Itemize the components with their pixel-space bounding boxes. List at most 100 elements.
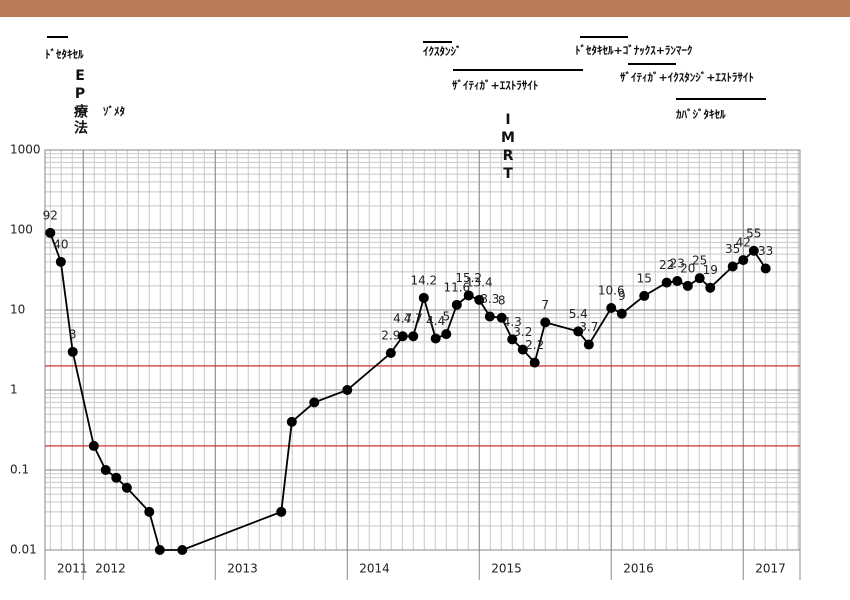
y-tick-label: 100 bbox=[10, 223, 33, 237]
data-point bbox=[573, 326, 584, 337]
data-point bbox=[639, 290, 650, 301]
data-point bbox=[484, 311, 495, 322]
data-point bbox=[385, 348, 396, 359]
data-label: 3.2 bbox=[513, 325, 532, 339]
data-point bbox=[661, 277, 672, 288]
data-label: 2.9 bbox=[381, 329, 400, 343]
annotation: ｻﾞｲﾃｨｶﾞ+ｴｽﾄﾗｻｲﾄ bbox=[452, 79, 539, 92]
annotation: IMRT bbox=[500, 112, 516, 184]
data-label: 4.7 bbox=[404, 312, 423, 326]
data-label: 5 bbox=[442, 310, 450, 324]
data-label: 23 bbox=[670, 257, 685, 271]
top-band bbox=[0, 0, 850, 17]
data-point bbox=[276, 506, 287, 517]
x-tick-label: 2015 bbox=[491, 562, 522, 576]
data-point bbox=[748, 245, 759, 256]
data-point bbox=[583, 339, 594, 350]
data-point bbox=[342, 385, 353, 395]
x-tick-label: 2016 bbox=[623, 562, 654, 576]
data-label: 7 bbox=[541, 298, 549, 312]
data-point bbox=[418, 292, 429, 303]
annotation: ｻﾞｲﾃｨｶﾞ+ｲｸｽﾀﾝｼﾞ+ｴｽﾄﾗｻｲﾄ bbox=[620, 71, 754, 84]
data-point bbox=[738, 255, 749, 266]
data-point bbox=[682, 280, 693, 291]
data-label: 4.7 bbox=[393, 312, 412, 326]
data-label: 33 bbox=[758, 244, 773, 258]
data-label: 22 bbox=[659, 258, 674, 272]
data-label: 13.4 bbox=[466, 275, 493, 289]
data-point bbox=[727, 261, 738, 272]
data-point bbox=[408, 331, 419, 342]
data-label: 15.2 bbox=[455, 271, 482, 285]
data-label: 35 bbox=[725, 242, 740, 256]
plot-area bbox=[44, 149, 801, 551]
data-label: 3.7 bbox=[579, 320, 598, 334]
data-point bbox=[540, 317, 551, 328]
data-label: 2.2 bbox=[525, 338, 544, 352]
x-tick-label: 2012 bbox=[95, 562, 126, 576]
data-point bbox=[397, 331, 408, 342]
data-label: 9 bbox=[618, 289, 626, 303]
data-point bbox=[474, 294, 485, 305]
y-tick-label: 0.1 bbox=[10, 463, 29, 477]
data-point bbox=[88, 440, 99, 451]
data-point bbox=[154, 545, 165, 555]
data-label: 20 bbox=[680, 261, 695, 275]
data-point bbox=[451, 299, 462, 310]
y-tick-label: 1000 bbox=[10, 143, 41, 157]
data-label: 5.4 bbox=[569, 307, 588, 321]
data-label: 92 bbox=[43, 208, 58, 222]
x-tick-label: 2014 bbox=[359, 562, 390, 576]
data-point bbox=[672, 276, 683, 287]
annotation: ｲｸｽﾀﾝｼﾞ bbox=[423, 45, 462, 58]
data-label: 40 bbox=[53, 237, 68, 251]
data-label: 55 bbox=[746, 226, 761, 240]
data-label: 11.6 bbox=[443, 280, 470, 294]
data-point bbox=[529, 357, 540, 368]
data-point bbox=[286, 416, 297, 427]
data-point bbox=[694, 273, 705, 284]
data-point bbox=[111, 472, 122, 483]
y-tick-label: 10 bbox=[10, 303, 25, 317]
y-tick-label: 1 bbox=[10, 383, 18, 397]
data-point bbox=[67, 346, 78, 357]
data-point bbox=[496, 312, 507, 323]
data-point bbox=[144, 506, 155, 517]
annotation: ｿﾞﾒﾀ bbox=[103, 105, 125, 118]
data-label: 3 bbox=[69, 327, 77, 341]
annotation: ｶﾊﾞｼﾞﾀｷｾﾙ bbox=[676, 108, 726, 121]
data-label: 4.4 bbox=[426, 314, 445, 328]
data-label: 25 bbox=[692, 254, 707, 268]
data-point bbox=[121, 482, 132, 493]
treatment-bars bbox=[47, 36, 766, 100]
data-point bbox=[705, 282, 716, 293]
data-point bbox=[760, 263, 771, 274]
data-point bbox=[606, 302, 617, 313]
data-label: 42 bbox=[736, 236, 751, 250]
data-label: 8.3 bbox=[480, 292, 499, 306]
data-label: 10.6 bbox=[598, 283, 625, 297]
data-point bbox=[55, 256, 66, 267]
annotation: EP療法 bbox=[72, 68, 88, 136]
data-label: 15 bbox=[637, 271, 652, 285]
x-tick-label: 2017 bbox=[755, 562, 786, 576]
annotation: ﾄﾞｾﾀｷｾﾙ+ｺﾞﾅｯｸｽ+ﾗﾝﾏｰｸ bbox=[575, 44, 693, 57]
x-tick-label: 2013 bbox=[227, 562, 258, 576]
data-point bbox=[430, 333, 441, 344]
data-point bbox=[177, 545, 188, 555]
x-tick-label: 2011 bbox=[57, 562, 88, 576]
data-label: 4.3 bbox=[503, 315, 522, 329]
annotation: ﾄﾞｾﾀｷｾﾙ bbox=[45, 48, 84, 61]
data-label: 19 bbox=[703, 263, 718, 277]
data-point bbox=[100, 465, 111, 475]
data-point bbox=[441, 329, 452, 340]
data-label: 14.2 bbox=[410, 273, 437, 287]
data-point bbox=[309, 397, 320, 408]
data-point bbox=[45, 227, 56, 238]
data-point bbox=[517, 344, 528, 355]
data-point bbox=[507, 334, 518, 345]
y-tick-label: 0.01 bbox=[10, 543, 37, 557]
data-point bbox=[616, 308, 627, 319]
